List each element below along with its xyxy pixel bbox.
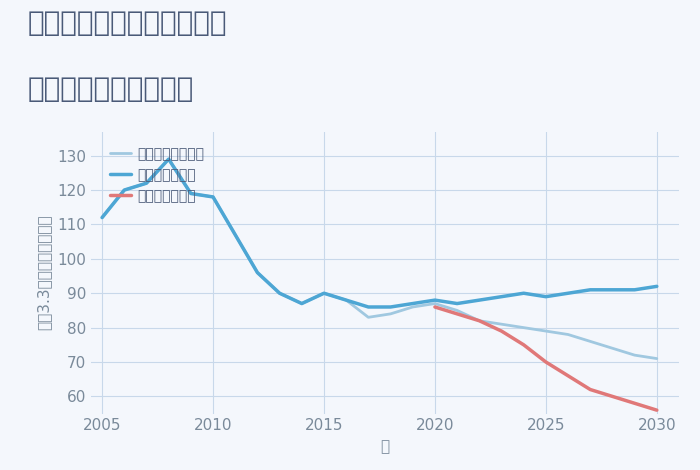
Text: 中古戸建ての価格推移: 中古戸建ての価格推移 — [28, 75, 195, 103]
ノーマルシナリオ — [298, 301, 306, 306]
グッドシナリオ — [98, 215, 106, 220]
バッドシナリオ — [453, 311, 461, 317]
Y-axis label: 坪（3.3㎡）単価（万円）: 坪（3.3㎡）単価（万円） — [36, 215, 52, 330]
バッドシナリオ — [608, 393, 617, 399]
グッドシナリオ — [542, 294, 550, 299]
ノーマルシナリオ — [586, 338, 594, 344]
グッドシナリオ — [209, 194, 217, 200]
ノーマルシナリオ — [187, 191, 195, 196]
グッドシナリオ — [386, 304, 395, 310]
ノーマルシナリオ — [409, 304, 417, 310]
グッドシナリオ — [187, 191, 195, 196]
バッドシナリオ — [542, 359, 550, 365]
バッドシナリオ — [586, 387, 594, 392]
グッドシナリオ — [453, 301, 461, 306]
グッドシナリオ — [320, 290, 328, 296]
ノーマルシナリオ — [608, 345, 617, 351]
グッドシナリオ — [409, 301, 417, 306]
ノーマルシナリオ — [120, 187, 129, 193]
ノーマルシナリオ — [209, 194, 217, 200]
バッドシナリオ — [564, 373, 573, 379]
ノーマルシナリオ — [542, 328, 550, 334]
ノーマルシナリオ — [386, 311, 395, 317]
グッドシナリオ — [475, 298, 484, 303]
グッドシナリオ — [430, 298, 439, 303]
グッドシナリオ — [342, 298, 351, 303]
ノーマルシナリオ — [320, 290, 328, 296]
ノーマルシナリオ — [652, 356, 661, 361]
バッドシナリオ — [475, 318, 484, 323]
グッドシナリオ — [608, 287, 617, 293]
Line: ノーマルシナリオ: ノーマルシナリオ — [102, 159, 657, 359]
Legend: ノーマルシナリオ, グッドシナリオ, バッドシナリオ: ノーマルシナリオ, グッドシナリオ, バッドシナリオ — [110, 147, 204, 203]
バッドシナリオ — [519, 342, 528, 348]
グッドシナリオ — [231, 232, 239, 238]
X-axis label: 年: 年 — [380, 439, 390, 454]
グッドシナリオ — [120, 187, 129, 193]
グッドシナリオ — [519, 290, 528, 296]
グッドシナリオ — [564, 290, 573, 296]
グッドシナリオ — [631, 287, 639, 293]
ノーマルシナリオ — [231, 232, 239, 238]
Line: バッドシナリオ: バッドシナリオ — [435, 307, 657, 410]
バッドシナリオ — [631, 400, 639, 406]
ノーマルシナリオ — [98, 215, 106, 220]
グッドシナリオ — [142, 180, 150, 186]
バッドシナリオ — [430, 304, 439, 310]
グッドシナリオ — [275, 290, 284, 296]
ノーマルシナリオ — [453, 307, 461, 313]
ノーマルシナリオ — [631, 352, 639, 358]
ノーマルシナリオ — [497, 321, 505, 327]
グッドシナリオ — [586, 287, 594, 293]
Line: グッドシナリオ: グッドシナリオ — [102, 159, 657, 307]
グッドシナリオ — [497, 294, 505, 299]
Text: 兵庫県豊岡市日高町夏栗の: 兵庫県豊岡市日高町夏栗の — [28, 9, 228, 38]
ノーマルシナリオ — [564, 332, 573, 337]
バッドシナリオ — [497, 328, 505, 334]
ノーマルシナリオ — [430, 301, 439, 306]
グッドシナリオ — [652, 283, 661, 289]
グッドシナリオ — [164, 157, 173, 162]
グッドシナリオ — [253, 270, 262, 275]
ノーマルシナリオ — [142, 180, 150, 186]
ノーマルシナリオ — [519, 325, 528, 330]
グッドシナリオ — [364, 304, 372, 310]
ノーマルシナリオ — [364, 314, 372, 320]
ノーマルシナリオ — [253, 270, 262, 275]
ノーマルシナリオ — [475, 318, 484, 323]
グッドシナリオ — [298, 301, 306, 306]
ノーマルシナリオ — [342, 298, 351, 303]
ノーマルシナリオ — [164, 157, 173, 162]
ノーマルシナリオ — [275, 290, 284, 296]
バッドシナリオ — [652, 407, 661, 413]
